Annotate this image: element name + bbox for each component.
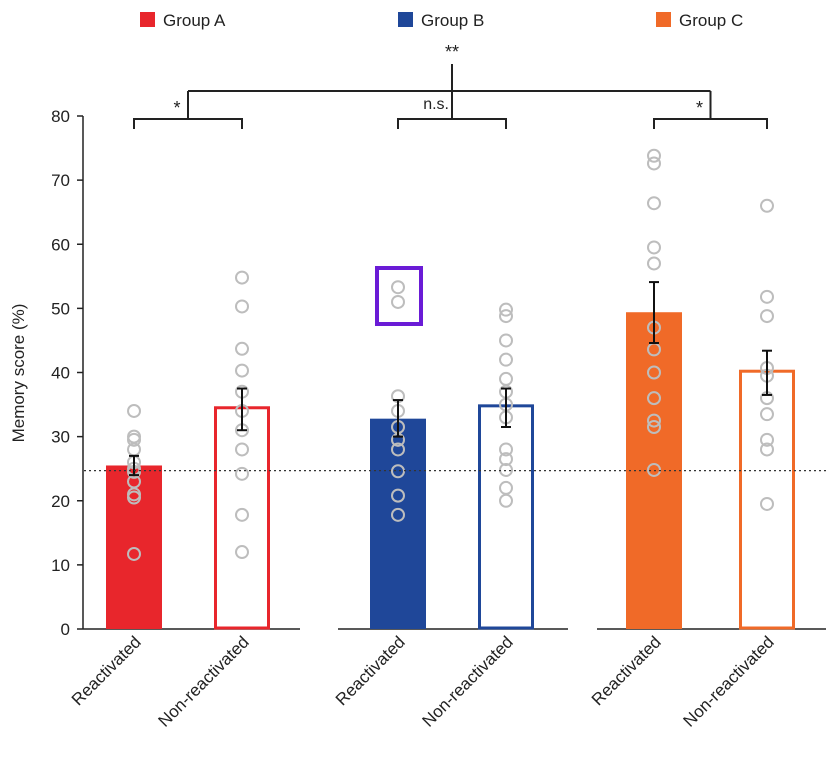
legend-swatch [140, 12, 155, 27]
data-point [647, 365, 661, 380]
data-point [499, 371, 513, 386]
x-tick-label: Non-reactivated [419, 632, 517, 730]
bar [370, 418, 426, 629]
bar [478, 404, 534, 630]
data-point [760, 309, 774, 324]
data-point [391, 488, 405, 503]
data-point [647, 420, 661, 435]
significance-bracket [133, 118, 243, 129]
data-point [647, 156, 661, 171]
y-tick-label: 40 [51, 364, 70, 383]
data-point [499, 493, 513, 508]
data-point [647, 413, 661, 428]
data-point [235, 299, 249, 314]
data-point [760, 407, 774, 422]
data-point [647, 148, 661, 163]
data-point [499, 352, 513, 367]
significance-bracket [397, 118, 507, 129]
data-point [391, 442, 405, 457]
overall-significance-label: ** [445, 42, 459, 62]
y-tick-label: 50 [51, 299, 70, 318]
y-tick-label: 30 [51, 428, 70, 447]
y-axis-label: Memory score (%) [9, 304, 28, 443]
data-point [391, 280, 405, 295]
data-point [499, 309, 513, 324]
data-point [647, 240, 661, 255]
y-tick-label: 80 [51, 107, 70, 126]
data-point [127, 490, 141, 505]
data-point [391, 507, 405, 522]
data-point [127, 432, 141, 447]
bar [739, 369, 795, 630]
x-tick-label: Non-reactivated [680, 632, 778, 730]
data-point [760, 289, 774, 304]
x-tick-label: Reactivated [68, 632, 145, 709]
legend-label: Group B [421, 11, 484, 30]
y-tick-label: 20 [51, 492, 70, 511]
legend-label: Group C [679, 11, 743, 30]
data-point [499, 333, 513, 348]
significance-label: * [696, 98, 703, 118]
data-point [760, 432, 774, 447]
y-tick-label: 10 [51, 556, 70, 575]
x-tick-label: Non-reactivated [155, 632, 253, 730]
legend-label: Group A [163, 11, 226, 30]
legend-swatch [656, 12, 671, 27]
data-point [235, 507, 249, 522]
significance-bracket [653, 118, 768, 129]
data-point [127, 546, 141, 561]
legend-swatch [398, 12, 413, 27]
data-point [647, 256, 661, 271]
x-tick-label: Reactivated [332, 632, 409, 709]
data-point [235, 442, 249, 457]
significance-label: n.s. [423, 96, 449, 113]
data-point [760, 496, 774, 511]
data-point [391, 294, 405, 309]
data-point [235, 270, 249, 285]
data-point [499, 302, 513, 317]
data-point [235, 466, 249, 481]
data-point [760, 198, 774, 213]
data-point [499, 452, 513, 467]
bar [214, 406, 270, 630]
data-point [647, 391, 661, 406]
data-point [127, 403, 141, 418]
data-point [499, 442, 513, 457]
data-point [647, 196, 661, 211]
x-tick-label: Reactivated [588, 632, 665, 709]
significance-label: * [173, 98, 180, 118]
highlight-box [375, 266, 423, 326]
y-tick-label: 60 [51, 235, 70, 254]
y-tick-label: 70 [51, 171, 70, 190]
data-point [235, 363, 249, 378]
data-point [760, 442, 774, 457]
data-point [235, 341, 249, 356]
y-tick-label: 0 [61, 620, 70, 639]
data-point [235, 545, 249, 560]
